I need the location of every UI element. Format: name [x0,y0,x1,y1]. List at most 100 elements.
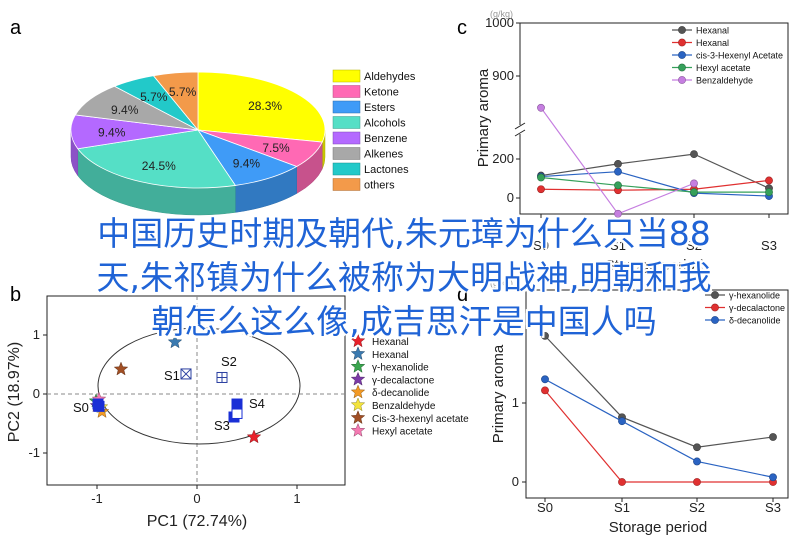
panel-b-points: S0 S1 S2 S3 S4 [73,334,265,444]
legend-label-lactones: Lactones [364,164,409,176]
panel-c-legend-label: Hexyl acetate [696,63,751,73]
pie-label-aldehydes: 28.3% [248,99,282,113]
panel-b-sample-marker-plus [217,372,227,383]
panel-d-point [541,331,549,340]
panel-d-letter: d [457,284,468,306]
panel-c-point [690,188,698,197]
panel-b-sample-label: S2 [221,354,237,369]
panel-c-line-0 [540,153,770,189]
pie-slice-others [152,71,199,132]
panel-c-xlabel: Storage period [605,257,703,274]
panel-c-break-mark-top [514,122,526,130]
legend-label-ketone: Ketone [364,87,399,99]
panel-c-letter: c [457,17,467,39]
legend-label-others: others [364,180,395,192]
panel-b-legend-star [350,358,366,373]
panel-d-xtick-label: S3 [765,500,781,515]
panel-b-letter: b [10,284,21,306]
panel-c-point [537,103,545,112]
panel-c-point [690,150,698,159]
panel-c-point [537,185,545,194]
panel-b-legend-label: γ-hexanolide [372,363,429,374]
panel-b-ylabel: PC2 (18.97%) [6,342,23,443]
legend-swatch-aldehydes [332,69,361,83]
panel-c-legend-label: Hexanal [696,26,729,36]
panel-b-legend-label: Hexanal [372,337,409,348]
panel-c-xtick-label: S2 [686,238,702,253]
panel-c-ytick-label: 200 [492,151,514,166]
panel-d-legend: γ-hexanolide γ-decalactone δ-decanolide [705,291,785,326]
pie-label-others: 5.7% [169,85,197,99]
panel-c-point [690,179,698,188]
panel-c-ylabel: Primary aroma [475,68,492,167]
panel-d-legend-label: δ-decanolide [729,316,781,326]
panel-d-legend-label: γ-decalactone [729,303,785,313]
legend-swatch-alkenes [332,147,361,160]
panel-d-legend-marker [711,291,719,299]
panel-b-legend-star [350,371,366,386]
pie-slice-alcohols [77,129,237,189]
panel-c-line-chart: c 1000 900 200 0 S0 S1 S2 S3 Storage period Prima… [457,15,789,274]
legend-swatch-alcohols [332,116,361,129]
legend-swatch-benzene [332,131,361,145]
panel-c-point [765,176,773,185]
panel-d-line-1 [544,389,773,483]
panel-c-line-3 [540,176,769,193]
panel-c-legend-marker [678,26,686,34]
panel-b-sample-label: S4 [249,396,265,411]
panel-c-point [614,159,622,168]
panel-c-break-mark-bottom [514,129,526,137]
panel-c-legend-marker [678,38,686,47]
legend-label-benzene: Benzene [364,133,407,145]
panel-d-xlabel: Storage period [609,519,707,536]
panel-c-legend-marker [678,63,686,72]
panel-b-legend-label: Benzaldehyde [372,401,436,412]
panel-d-point [541,375,549,384]
panel-c-line-1 [540,179,770,191]
panel-a-pie-chart: a 28.3%7.5%9.4%24.5%9.4%9.4%5.7% 5.7% Ald… [10,17,416,216]
watermark-top: (g/kg) [490,9,513,19]
panel-b-legend-label: Hexyl acetate [372,427,433,438]
pie-side-walls [70,129,326,216]
panel-c-xtick-label: S0 [533,238,549,253]
panel-d-point [693,478,701,486]
panel-b-star-cis-3-hexenyl-acetate [113,361,129,376]
legend-label-esters: Esters [364,102,396,114]
legend-swatch-ketone [332,85,361,98]
panel-b-sample-marker [180,368,192,380]
pie-label-alcohols: 24.5% [142,159,176,173]
panel-d-axes: 0 1 S0 S1 S2 S3 Storage period Primary aroma [490,289,789,536]
panel-d-point [769,433,777,441]
panel-b-legend-star [350,397,366,412]
panel-b-ytick-label: -1 [28,445,40,460]
panel-b-confidence-ellipse [97,327,301,445]
panel-b-legend-star [350,346,366,361]
panel-c-point [537,173,545,182]
watermark-bottom: (g/kg) [490,278,513,288]
panel-b-ytick-label: 1 [33,327,40,342]
pie-slice-aldehydes [197,71,326,143]
pie-top-slices [70,71,326,189]
panel-c-legend-label: cis-3-Hexenyl Acetate [696,51,783,61]
panel-c-point [765,188,773,197]
panel-b-sample-marker [231,407,243,419]
panel-c-break-gap [517,125,525,134]
panel-a-letter: a [10,17,22,39]
legend-swatch-lactones [332,162,361,176]
panel-b-sample-marker-cross [180,368,192,380]
panel-b-sample-label: S3 [214,418,230,433]
panel-d-ytick-label: 1 [512,395,519,410]
panel-d-legend-label: γ-hexanolide [729,291,780,301]
panel-d-ytick-label: 0 [512,474,519,489]
legend-label-aldehydes: Aldehydes [364,71,416,83]
panel-d-frame [525,289,789,499]
panel-c-series [537,103,773,218]
panel-b-xtick-label: -1 [91,491,103,506]
panel-b-legend-star [350,384,366,399]
panel-b-sample-marker [93,400,105,412]
panel-d-xtick-label: S1 [614,500,630,515]
panel-c-point [614,181,622,190]
